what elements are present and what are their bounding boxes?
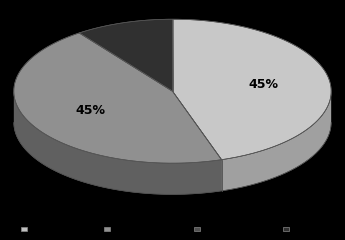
Polygon shape [14, 92, 221, 194]
Polygon shape [79, 19, 172, 91]
Polygon shape [172, 19, 331, 160]
Bar [283, 227, 289, 231]
Bar [194, 227, 200, 231]
Polygon shape [221, 92, 331, 191]
Bar [104, 227, 110, 231]
Text: 45%: 45% [248, 78, 278, 91]
Text: 45%: 45% [76, 104, 106, 117]
Polygon shape [14, 33, 221, 163]
Bar [21, 227, 27, 231]
